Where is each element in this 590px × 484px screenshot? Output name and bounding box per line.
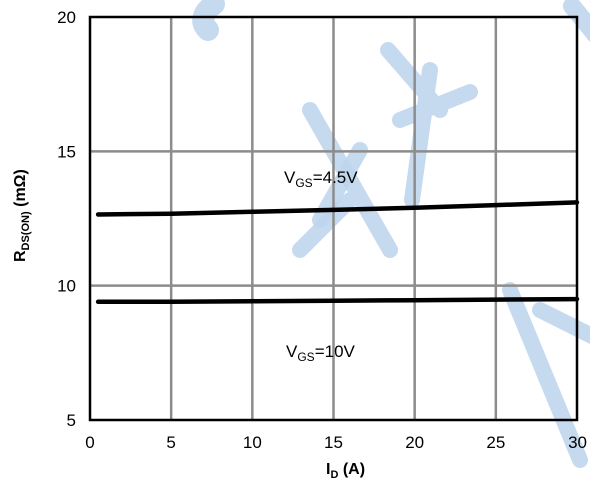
series-line-0 <box>95 200 580 217</box>
y-tick-label: 15 <box>57 142 76 161</box>
x-tick-label: 0 <box>85 433 94 452</box>
x-tick-label: 5 <box>166 433 175 452</box>
y-tick-label: 5 <box>67 411 76 430</box>
plot-frame <box>88 15 579 422</box>
y-tick-label: 10 <box>57 277 76 296</box>
x-tick-label: 25 <box>486 433 505 452</box>
x-tick-label: 15 <box>324 433 343 452</box>
y-tick-label: 20 <box>57 8 76 27</box>
grid-lines <box>90 17 577 420</box>
series-layer <box>95 200 580 305</box>
series-label-vgs-4.5v: VGS=4.5V <box>284 168 358 190</box>
x-tick-label: 10 <box>243 433 262 452</box>
x-tick-label: 30 <box>568 433 587 452</box>
series-line-1 <box>95 296 580 305</box>
series-label-vgs-10v: VGS=10V <box>286 342 356 364</box>
watermark <box>192 0 590 468</box>
y-axis-label: RDS(ON) (mΩ) <box>12 169 32 262</box>
x-tick-label: 20 <box>405 433 424 452</box>
x-axis-label: ID (A) <box>326 461 365 481</box>
